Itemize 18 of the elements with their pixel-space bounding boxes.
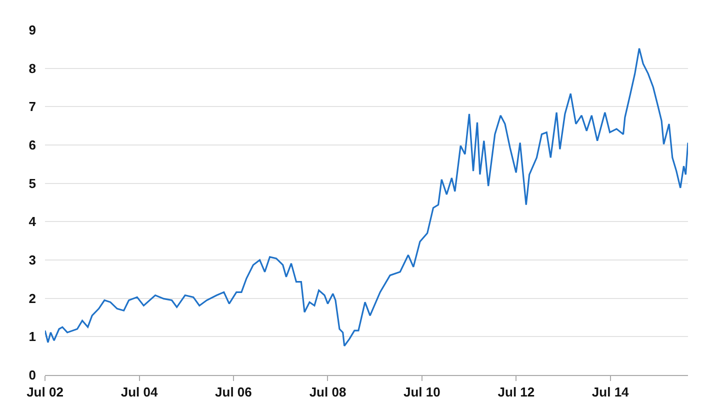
x-tick-label: Jul 14: [592, 384, 630, 400]
y-tick-label: 0: [28, 368, 36, 383]
x-tick-label: Jul 12: [498, 384, 535, 400]
line-series: [45, 48, 688, 347]
x-tick-label: Jul 10: [403, 384, 440, 400]
y-tick-label: 8: [28, 60, 36, 76]
x-tick-label: Jul 02: [26, 384, 64, 400]
y-tick-label: 2: [28, 290, 36, 306]
y-tick-label: 6: [28, 138, 36, 153]
y-tick-label: 3: [28, 252, 36, 268]
y-tick-label: 7: [28, 99, 36, 114]
x-tick-label: Jul 08: [309, 384, 346, 400]
y-tick-label: 1: [28, 329, 36, 344]
x-tick-label: Jul 06: [215, 384, 252, 400]
x-tick-label: Jul 04: [120, 384, 158, 400]
y-tick-label: 9: [28, 22, 36, 38]
y-tick-label: 4: [28, 214, 37, 230]
y-tick-label: 5: [28, 176, 36, 191]
